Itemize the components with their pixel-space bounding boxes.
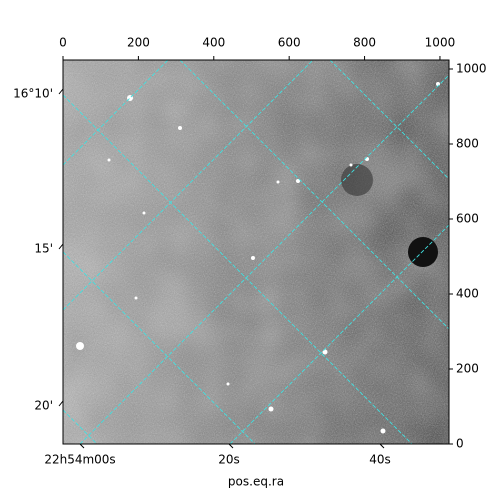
y-tick-label: 200 <box>456 362 479 376</box>
wcs-x-tick <box>379 443 385 449</box>
y-tick-label: 800 <box>456 137 479 151</box>
x-tick-label: 0 <box>59 36 67 50</box>
wcs-x-tick <box>79 443 85 449</box>
y-tick-label: 1000 <box>456 62 487 76</box>
x-tick-label: 200 <box>127 36 150 50</box>
wcs-y-tick <box>58 243 64 250</box>
wcs-y-tick <box>58 400 64 407</box>
sky-image <box>63 60 449 444</box>
wcs-x-label: 22h54m00s <box>44 453 115 467</box>
plot-frame <box>62 59 450 445</box>
wcs-x-label: 20s <box>218 453 240 467</box>
wcs-x-label: 40s <box>369 453 391 467</box>
x-tick-label: 1000 <box>425 36 456 50</box>
wcs-y-tick <box>58 88 64 95</box>
wcs-y-label: 15' <box>34 242 53 256</box>
y-tick-label: 0 <box>456 437 464 451</box>
x-tick-label: 600 <box>278 36 301 50</box>
wcs-y-label: 16°10' <box>13 87 53 101</box>
x-axis-label: pos.eq.ra <box>228 475 284 489</box>
wcs-y-label: 20' <box>34 399 53 413</box>
y-tick-label: 600 <box>456 212 479 226</box>
wcs-x-tick <box>228 443 234 449</box>
y-tick-label: 400 <box>456 287 479 301</box>
x-tick-label: 800 <box>353 36 376 50</box>
x-tick-label: 400 <box>202 36 225 50</box>
